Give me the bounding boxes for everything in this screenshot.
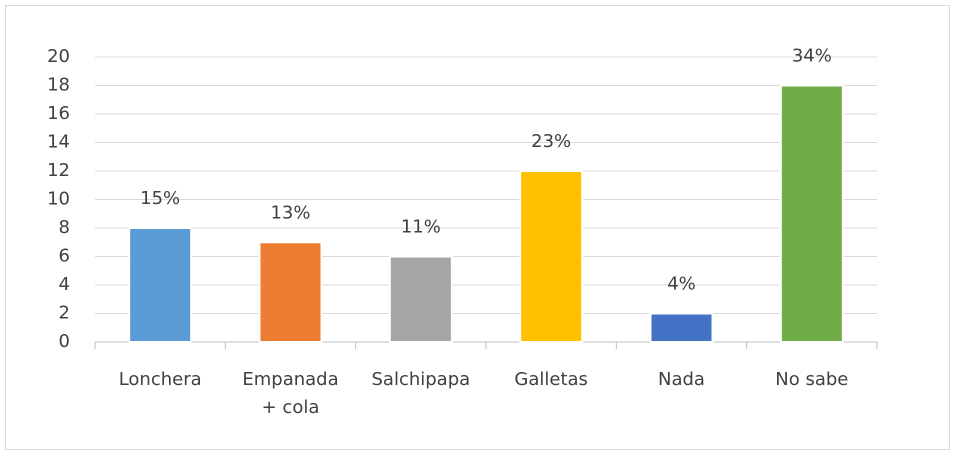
y-tick-label: 16 — [47, 103, 70, 124]
x-tick-label-line: + cola — [262, 397, 320, 418]
bar — [258, 241, 323, 343]
y-tick-label: 0 — [59, 331, 70, 352]
bar — [388, 255, 453, 343]
data-label: 34% — [792, 46, 832, 67]
data-label: 11% — [401, 217, 441, 238]
x-tick-label: Galletas — [514, 369, 588, 390]
bar — [649, 312, 714, 343]
x-tick-label: Salchipapa — [371, 369, 470, 390]
y-tick-label: 8 — [59, 217, 70, 238]
data-label: 4% — [667, 274, 696, 295]
x-tick-label: No sabe — [775, 369, 848, 390]
y-tick-label: 10 — [47, 189, 70, 210]
y-tick-label: 12 — [47, 160, 70, 181]
y-tick-label: 6 — [59, 246, 70, 267]
data-label: 15% — [140, 188, 180, 209]
x-tick-label: Lonchera — [119, 369, 202, 390]
y-tick-label: 20 — [47, 46, 70, 67]
x-tick-label: Nada — [658, 369, 705, 390]
bar — [128, 227, 193, 343]
x-tick-label-line: Empanada — [242, 369, 338, 390]
y-tick-label: 18 — [47, 75, 70, 96]
y-tick-label: 14 — [47, 132, 70, 153]
data-label: 13% — [270, 202, 310, 223]
data-label: 23% — [531, 131, 571, 152]
y-tick-label: 4 — [59, 274, 70, 295]
bar — [519, 170, 584, 343]
bar — [779, 84, 844, 343]
x-tick-label: Empanada + cola — [242, 369, 338, 418]
y-tick-label: 2 — [59, 303, 70, 324]
